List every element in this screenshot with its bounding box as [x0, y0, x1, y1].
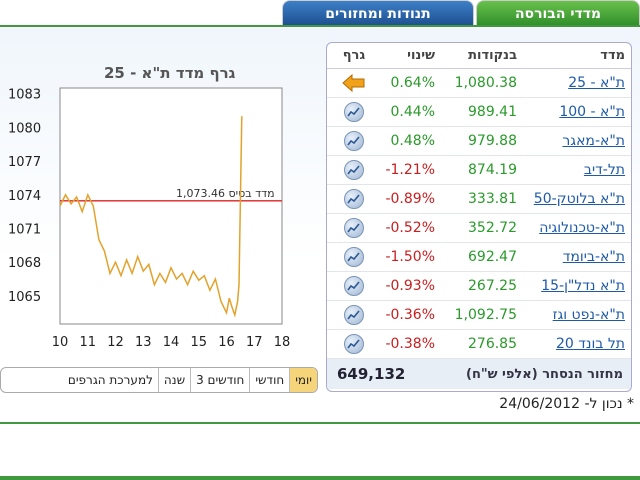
index-change: 0.48%	[390, 133, 435, 149]
table-row: תל-דיב 874.19 -1.21%	[327, 156, 631, 185]
header-name: מדד	[600, 48, 625, 63]
index-name-link[interactable]: ת"א-טכנולוגיה	[539, 220, 625, 236]
turnover-value: 649,132	[337, 365, 406, 383]
index-change: -0.93%	[385, 278, 435, 294]
range-tab[interactable]: 3 חודשים	[190, 368, 249, 392]
chart-icon[interactable]	[329, 189, 379, 209]
index-name-link[interactable]: תל בונד 20	[555, 336, 625, 352]
header-change: שינוי	[407, 48, 435, 63]
table-body: ת"א - 25 1,080.38 0.64% ת"א - 100 989.41 0.44…	[327, 69, 631, 359]
index-points: 989.41	[468, 104, 517, 120]
index-name-link[interactable]: ת"א-נפט וגז	[552, 307, 625, 323]
tab-exchange-notices[interactable]: הודעות בורסה	[339, 453, 433, 469]
x-tick-label: 18	[274, 335, 291, 350]
x-tick-label: 14	[163, 335, 180, 350]
graph-title: גרף מדד ת"א - 25	[104, 64, 236, 82]
table-row: תל בונד 20 276.85 -0.38%	[327, 330, 631, 359]
x-tick-label: 15	[190, 335, 207, 350]
table-row: ת"א-ביומד 692.47 -1.50%	[327, 243, 631, 272]
y-tick-label: 1071	[8, 222, 41, 237]
index-points: 874.19	[468, 162, 517, 178]
index-points: 267.25	[468, 278, 517, 294]
index-points: 276.85	[468, 336, 517, 352]
y-tick-label: 1077	[8, 155, 41, 170]
divider	[0, 422, 640, 424]
y-tick-label: 1080	[8, 121, 41, 136]
tab-indices[interactable]: מדדי הבורסה	[476, 0, 640, 26]
index-name-link[interactable]: ת"א - 25	[568, 75, 625, 91]
chart-icon[interactable]	[329, 334, 379, 354]
index-points: 333.81	[468, 191, 517, 207]
series-line	[59, 116, 243, 318]
table-row: ת"א בלוטק-50 333.81 -0.89%	[327, 185, 631, 214]
table-row: ת"א - 100 989.41 0.44%	[327, 98, 631, 127]
index-change: -1.50%	[385, 249, 435, 265]
chart-icon[interactable]	[329, 131, 379, 151]
index-change: -0.38%	[385, 336, 435, 352]
index-name-link[interactable]: ת"א נדל"ן-15	[541, 278, 625, 294]
table-row: ת"א-נפט וגז 1,092.75 -0.36%	[327, 301, 631, 330]
index-change: -1.21%	[385, 162, 435, 178]
range-tab[interactable]: יומי	[289, 368, 317, 392]
tab-volatility[interactable]: תנודות ומחזורים	[282, 0, 474, 26]
chart-icon[interactable]	[329, 102, 379, 122]
header-graph: גרף	[342, 48, 366, 63]
index-change: 0.44%	[390, 104, 435, 120]
range-tabs: יומי חודשי 3 חודשים שנה למערכת הגרפים	[0, 367, 318, 393]
y-tick-label: 1074	[8, 189, 41, 204]
index-points: 1,092.75	[454, 307, 517, 323]
x-tick-label: 12	[107, 335, 124, 350]
table-row: ת"א-טכנולוגיה 352.72 -0.52%	[327, 214, 631, 243]
chart-icon[interactable]	[329, 160, 379, 180]
index-name-link[interactable]: ת"א - 100	[559, 104, 625, 120]
tab-company-reports[interactable]: דיווחי חברות	[516, 453, 598, 469]
index-change: -0.89%	[385, 191, 435, 207]
index-name-link[interactable]: ת"א-ביומד	[562, 249, 625, 265]
chart-icon[interactable]	[329, 218, 379, 238]
arrow-left-icon[interactable]	[329, 74, 379, 92]
top-tab-bar: תנודות ומחזורים מדדי הבורסה	[0, 0, 640, 27]
table-row: ת"א נדל"ן-15 267.25 -0.93%	[327, 272, 631, 301]
range-tab[interactable]: שנה	[157, 368, 190, 392]
x-tick-label: 11	[79, 335, 96, 350]
range-tab[interactable]: למערכת הגרפים	[67, 373, 153, 387]
table-row: ת"א - 25 1,080.38 0.64%	[327, 69, 631, 98]
table-row: ת"א-מאגר 979.88 0.48%	[327, 127, 631, 156]
turnover-row: מחזור הנסחר (אלפי ש"ח) 649,132	[327, 359, 631, 389]
x-tick-label: 16	[218, 335, 235, 350]
index-points: 1,080.38	[454, 75, 517, 91]
index-change: -0.36%	[385, 307, 435, 323]
index-name-link[interactable]: ת"א-מאגר	[562, 133, 625, 149]
index-points: 352.72	[468, 220, 517, 236]
tab-board-decisions[interactable]: החלטות דירקטוריון	[151, 453, 277, 469]
plot-area	[59, 87, 283, 325]
index-points: 979.88	[468, 133, 517, 149]
baseline-label: מדד בסיס 1,073.46	[176, 187, 275, 200]
indices-table: מדד בנקודות שינוי גרף ת"א - 25 1,080.38 0.…	[326, 42, 632, 392]
index-change: 0.64%	[390, 75, 435, 91]
chart-icon[interactable]	[329, 247, 379, 267]
timestamp: * נכון ל- 24/06/2012	[499, 396, 634, 412]
index-change: -0.52%	[385, 220, 435, 236]
index-name-link[interactable]: תל-דיב	[583, 162, 625, 178]
y-tick-label: 1068	[8, 256, 41, 271]
turnover-label: מחזור הנסחר (אלפי ש"ח)	[466, 366, 623, 382]
chart-icon[interactable]	[329, 305, 379, 325]
index-points: 692.47	[468, 249, 517, 265]
index-chart: 1083 1080 1077 1074 1071 1068 1065 10 11 12 13 14 15…	[8, 87, 291, 350]
x-tick-label: 17	[246, 335, 263, 350]
header-points: בנקודות	[468, 48, 517, 63]
y-tick-label: 1083	[8, 88, 41, 103]
range-tab[interactable]: חודשי	[249, 368, 289, 392]
index-name-link[interactable]: ת"א בלוטק-50	[533, 191, 625, 207]
chart-icon[interactable]	[329, 276, 379, 296]
y-tick-label: 1065	[8, 290, 41, 305]
bottom-tab-bar: החלטות דירקטוריון הודעות בורסה דיווחי חב…	[0, 446, 640, 480]
x-tick-label: 10	[52, 335, 69, 350]
x-tick-label: 13	[135, 335, 152, 350]
table-header: מדד בנקודות שינוי גרף	[327, 43, 631, 69]
